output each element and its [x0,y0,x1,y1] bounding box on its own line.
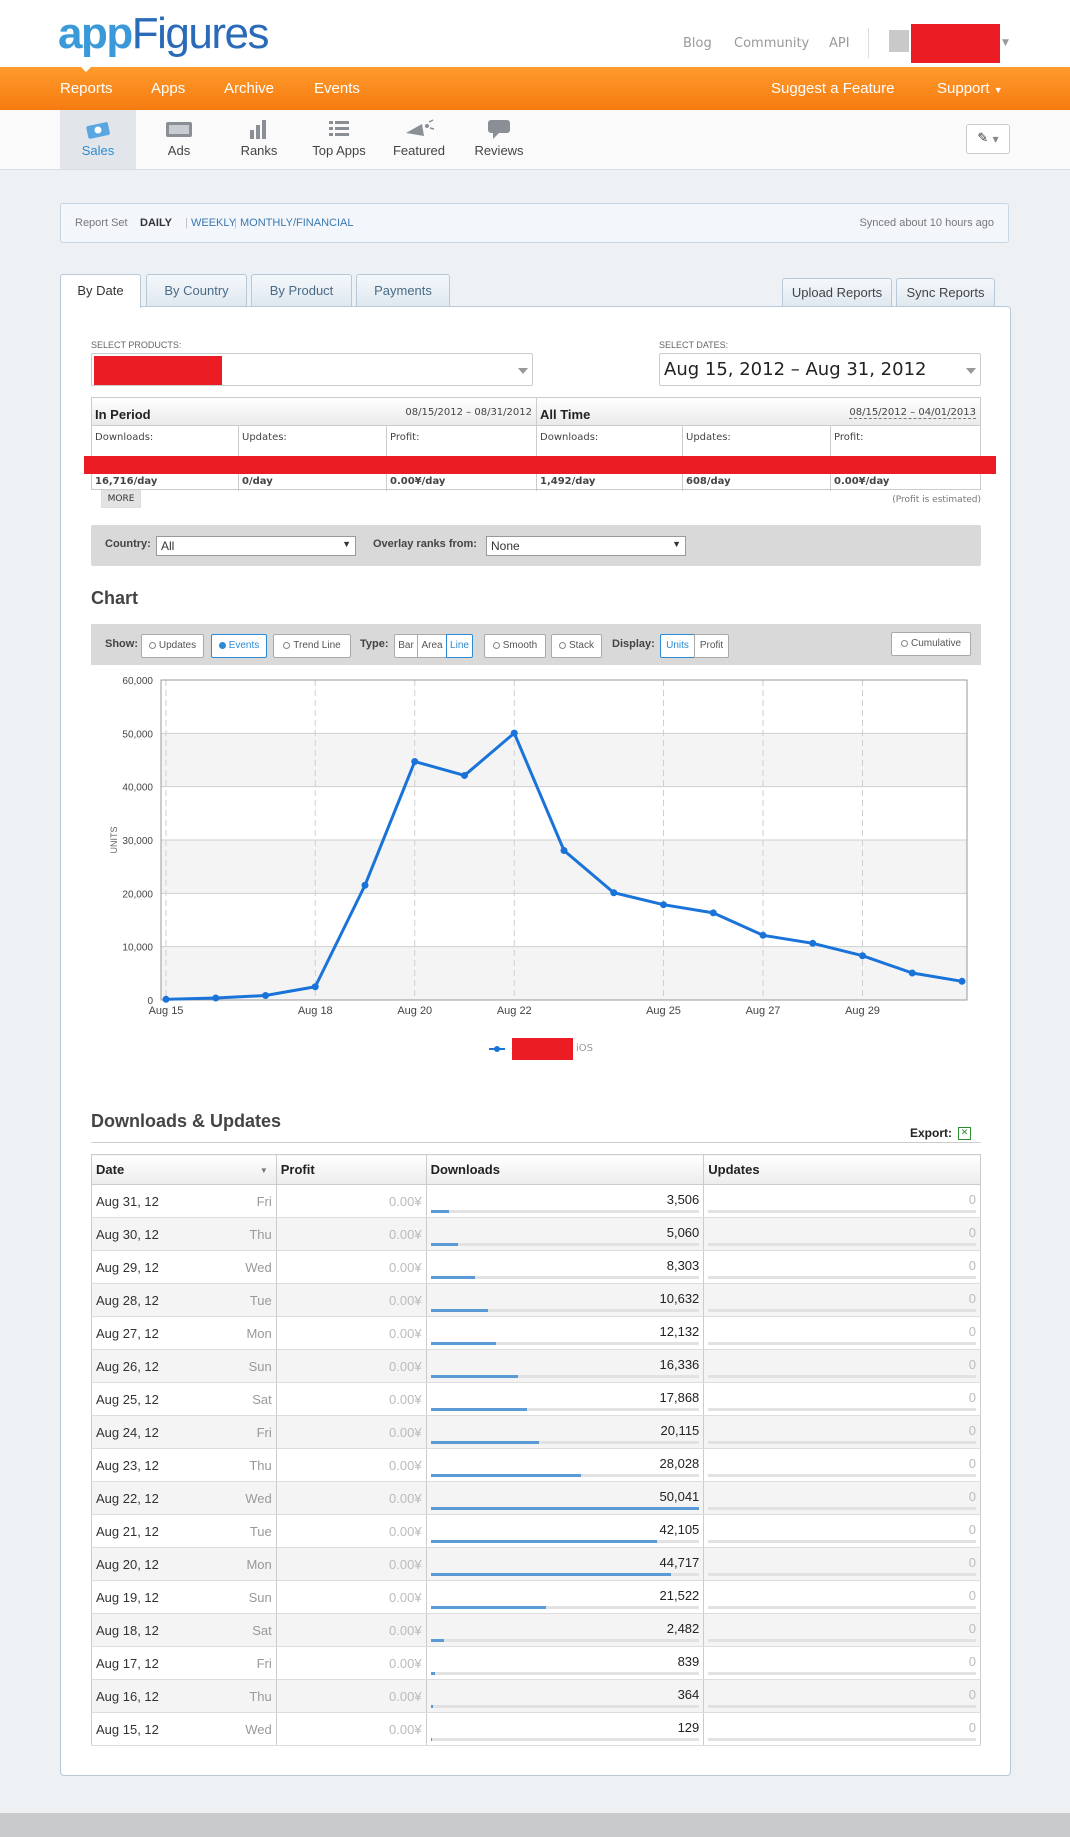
pin-icon: ✎ [977,131,989,146]
smooth-toggle[interactable]: Smooth [484,634,546,658]
ads-icon [166,122,192,137]
top-apps-icon [329,121,349,136]
product-dropdown-icon [518,368,528,374]
subnav-ranks[interactable]: Ranks [225,110,293,169]
events-radio-icon [218,642,226,649]
report-set-weekly[interactable]: WEEKLY [191,217,237,229]
nav-archive[interactable]: Archive [224,80,275,97]
display-profit-button[interactable]: Profit [694,634,729,658]
nav-support-label: Support [937,80,990,97]
subnav-top-apps[interactable]: Top Apps [303,110,375,169]
subnav-featured-label: Featured [392,143,446,158]
subnav-ads-label: Ads [167,143,191,158]
logo-part1: app [58,9,133,58]
tab-by-date[interactable]: By Date [60,274,141,308]
reviews-icon [488,120,510,139]
date-column-header[interactable]: Date ▼ [91,1154,277,1185]
trend-line-label: Trend Line [293,640,341,651]
subnav-sales[interactable]: Sales [60,110,136,169]
report-set-bar: Report Set DAILY | WEEKLY | MONTHLY/FINA… [60,203,1009,243]
pin-button[interactable]: ✎ ▼ [966,124,1010,154]
overlay-value: None [491,539,520,553]
tab-payments[interactable]: Payments [356,274,450,306]
dates-dropdown-icon [966,368,976,374]
appfigures-logo[interactable]: appFigures [58,8,270,60]
overlay-select[interactable]: None ▼ [486,536,686,556]
tab-by-product[interactable]: By Product [251,274,352,306]
top-bar: appFigures Blog Community API ▼ [0,0,1070,67]
account-caret-icon[interactable]: ▼ [1002,38,1009,48]
date-header-label: Date [96,1162,125,1177]
type-line-button[interactable]: Line [446,634,473,658]
subnav-ads[interactable]: Ads [145,110,213,169]
featured-icon [406,119,435,136]
support-caret-icon: ▼ [993,85,1003,95]
country-value: All [161,539,175,553]
redacted-product [94,356,222,385]
cumulative-label: Cumulative [910,638,962,649]
display-units-button[interactable]: Units [660,634,695,658]
nav-apps[interactable]: Apps [151,80,186,97]
smooth-label: Smooth [502,640,538,651]
more-button[interactable]: MORE [101,490,141,508]
sales-icon [86,122,110,139]
nav-suggest-feature[interactable]: Suggest a Feature [771,80,895,97]
report-set-sep: | [185,217,188,229]
subnav-sales-label: Sales [81,143,115,158]
upload-reports-button[interactable]: Upload Reports [782,278,892,306]
report-set-label: Report Set [75,217,128,229]
report-panel [60,306,1011,1776]
date-range-select[interactable]: Aug 15, 2012 – Aug 31, 2012 [659,353,981,386]
tab-by-country[interactable]: By Country [146,274,247,306]
community-link[interactable]: Community [734,36,810,51]
stack-radio-icon [558,642,566,649]
smooth-radio-icon [492,642,500,649]
blog-link[interactable]: Blog [683,36,712,51]
cumulative-radio-icon [900,640,908,647]
pin-caret-icon: ▼ [992,135,999,144]
stack-toggle[interactable]: Stack [551,634,602,658]
subnav-ranks-label: Ranks [240,143,278,158]
cumulative-toggle[interactable]: Cumulative [891,632,971,656]
subnav-reviews[interactable]: Reviews [465,110,533,169]
report-set-monthly[interactable]: MONTHLY/FINANCIAL [240,217,354,229]
type-area-button[interactable]: Area [417,634,447,658]
updates-radio-icon [148,642,156,649]
country-dropdown-icon: ▼ [342,539,351,549]
redacted-username[interactable] [911,24,1000,63]
product-select[interactable] [91,353,533,386]
type-bar-button[interactable]: Bar [394,634,418,658]
main-nav: Reports Apps Archive Events Suggest a Fe… [0,67,1070,110]
events-toggle-label: Events [228,640,260,651]
nav-support[interactable]: Support ▼ [937,80,1003,97]
subnav-top-apps-label: Top Apps [312,143,366,158]
events-toggle[interactable]: Events [211,634,267,658]
stack-label: Stack [568,640,594,651]
report-set-sep: | [234,217,237,229]
trend-radio-icon [283,642,291,649]
date-range-value: Aug 15, 2012 – Aug 31, 2012 [664,359,927,380]
divider [868,28,869,58]
report-set-daily[interactable]: DAILY [140,217,172,229]
trend-line-toggle[interactable]: Trend Line [273,634,351,658]
subnav-featured[interactable]: Featured [385,110,453,169]
sort-desc-icon: ▼ [259,1166,268,1175]
updates-toggle[interactable]: Updates [141,634,204,658]
sub-nav: Sales Ads Ranks Top Apps Featured Review… [0,110,1070,170]
nav-reports[interactable]: Reports [60,67,113,97]
avatar[interactable] [889,30,909,52]
api-link[interactable]: API [829,36,850,51]
country-select[interactable]: All ▼ [156,536,356,556]
logo-part2: Figures [131,9,270,58]
updates-toggle-label: Updates [158,640,197,651]
sync-status: Synced about 10 hours ago [859,217,994,229]
footer [0,1813,1070,1837]
excel-icon[interactable]: ✕ [958,1127,971,1140]
overlay-dropdown-icon: ▼ [672,539,681,549]
sync-reports-button[interactable]: Sync Reports [896,278,995,306]
subnav-reviews-label: Reviews [474,143,524,158]
ranks-icon [250,120,266,139]
nav-events[interactable]: Events [314,80,360,97]
